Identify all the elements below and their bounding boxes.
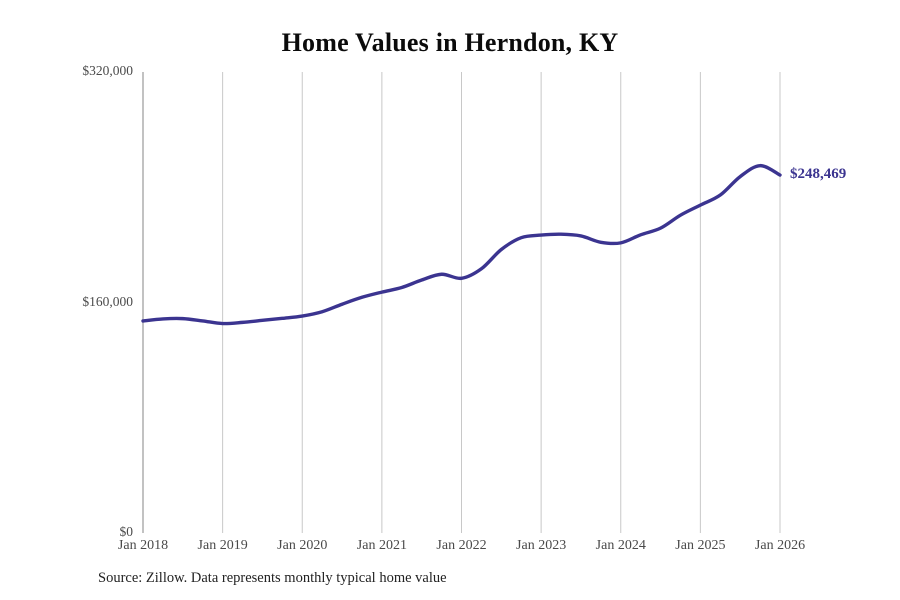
x-tick-label: Jan 2022 (436, 538, 487, 553)
x-tick-label: Jan 2020 (277, 538, 328, 553)
x-tick-label: Jan 2018 (117, 538, 169, 553)
x-tick-label: Jan 2026 (754, 538, 806, 553)
value-line (141, 163, 782, 326)
y-tick-label: $320,000 (82, 63, 133, 78)
gridlines (142, 72, 781, 533)
x-tick-label: Jan 2024 (595, 538, 646, 553)
x-tick-label: Jan 2023 (516, 538, 567, 553)
value-line-series (141, 163, 782, 326)
x-tick-label: Jan 2021 (356, 538, 407, 553)
x-tick-label: Jan 2025 (675, 538, 726, 553)
x-tick-label: Jan 2019 (197, 538, 248, 553)
y-tick-label: $160,000 (82, 293, 133, 309)
chart-title: Home Values in Herndon, KY (281, 28, 619, 57)
y-tick-label: $0 (119, 524, 134, 539)
end-value-annotation: $248,469 (790, 166, 847, 183)
source-note: Source: Zillow. Data represents monthly … (98, 570, 447, 586)
